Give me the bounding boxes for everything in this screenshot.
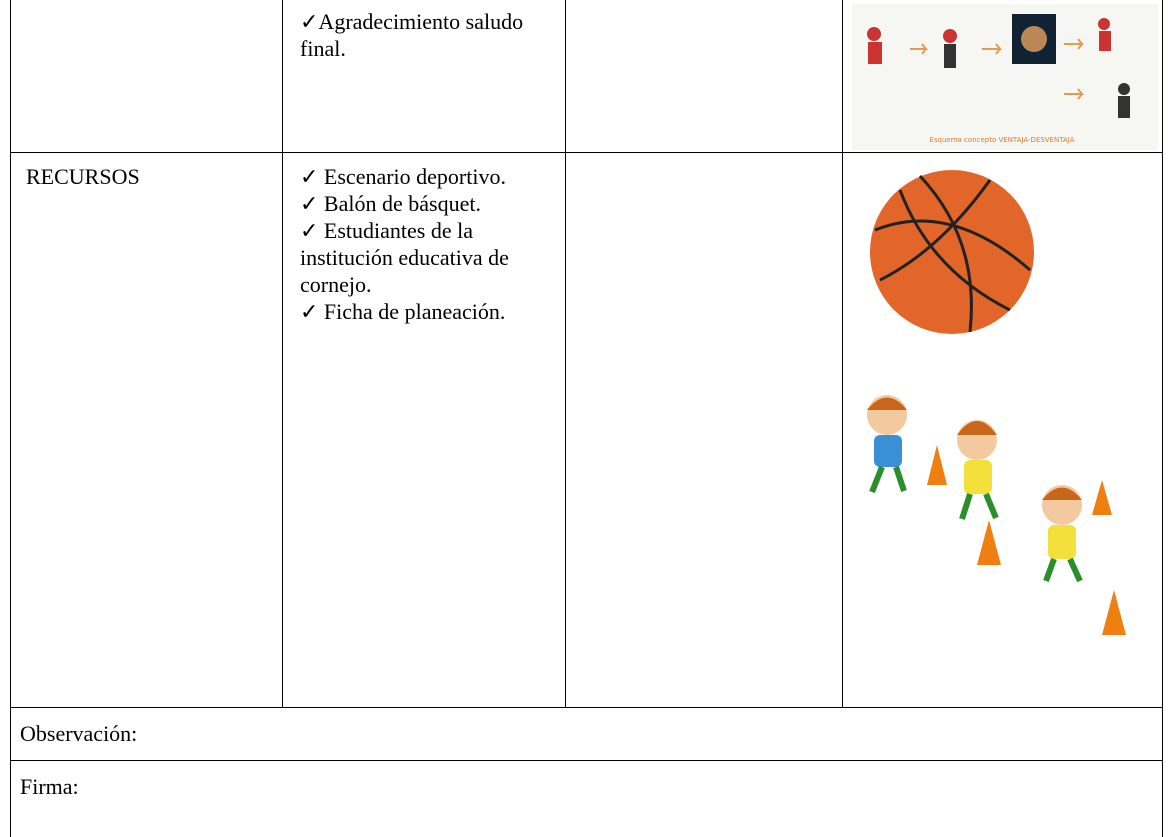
row-label: RECURSOS xyxy=(26,164,140,189)
border xyxy=(1162,0,1163,837)
list-item: ✓ Balón de básquet. xyxy=(300,191,481,216)
border xyxy=(282,0,283,707)
kids-image xyxy=(867,395,1126,635)
border xyxy=(565,0,566,707)
border xyxy=(10,0,11,837)
list-item: ✓ Ficha de planeación. xyxy=(300,299,506,324)
list-item: ✓ Escenario deportivo. xyxy=(300,164,506,189)
list-item: ✓Agradecimiento saludo final. xyxy=(300,9,524,61)
border xyxy=(10,760,1163,761)
activity-list: ✓Agradecimiento saludo final. xyxy=(300,8,562,62)
ball-image xyxy=(870,170,1034,334)
diagram-image: Esquema concepto VENTAJA-DESVENTAJA xyxy=(852,4,1158,150)
signature-label: Firma: xyxy=(20,774,79,799)
image-caption: Esquema concepto VENTAJA-DESVENTAJA xyxy=(929,136,1074,144)
resource-list: ✓ Escenario deportivo. ✓ Balón de básquet… xyxy=(300,163,562,325)
border xyxy=(10,707,1163,708)
border xyxy=(10,152,1163,153)
border xyxy=(842,0,843,707)
observation-label: Observación: xyxy=(20,721,138,746)
list-item: ✓ Estudiantes de la institución educativ… xyxy=(300,218,509,297)
